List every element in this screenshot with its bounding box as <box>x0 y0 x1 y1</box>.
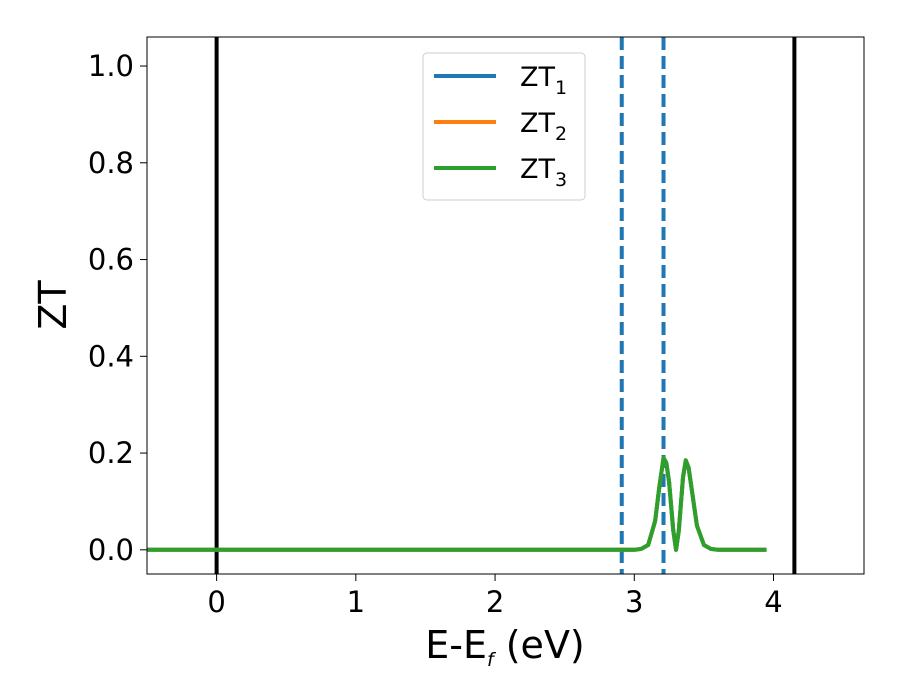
y-tick-label: 0.8 <box>88 146 134 180</box>
x-tick-label: 2 <box>486 585 504 619</box>
x-axis-label: E-Ef (eV) <box>425 623 585 671</box>
y-tick-label: 0.2 <box>88 436 134 470</box>
y-tick-label: 1.0 <box>88 49 134 83</box>
legend-label-2: ZT2 <box>520 108 567 145</box>
legend-label-3: ZT3 <box>520 154 567 191</box>
data-series <box>147 455 767 552</box>
x-tick-label: 4 <box>764 585 782 619</box>
x-axis-label-subscript: f <box>487 649 497 671</box>
y-axis-ticks: 0.0 0.2 0.4 0.6 0.8 1.0 <box>88 49 147 567</box>
legend: ZT1 ZT2 ZT3 <box>422 52 586 201</box>
y-axis-label: ZT <box>31 280 75 330</box>
legend-box <box>422 52 586 201</box>
y-tick-label: 0.4 <box>88 339 134 373</box>
series-line-3 <box>147 455 767 552</box>
legend-label-1: ZT1 <box>520 62 567 99</box>
x-axis-ticks: 0 1 2 3 4 <box>207 574 783 619</box>
x-tick-label: 1 <box>347 585 365 619</box>
reference-lines <box>214 37 797 574</box>
y-tick-label: 0.0 <box>88 533 134 567</box>
y-tick-label: 0.6 <box>88 243 134 277</box>
plot-frame <box>146 36 865 575</box>
x-tick-label: 0 <box>207 585 225 619</box>
x-tick-label: 3 <box>625 585 643 619</box>
